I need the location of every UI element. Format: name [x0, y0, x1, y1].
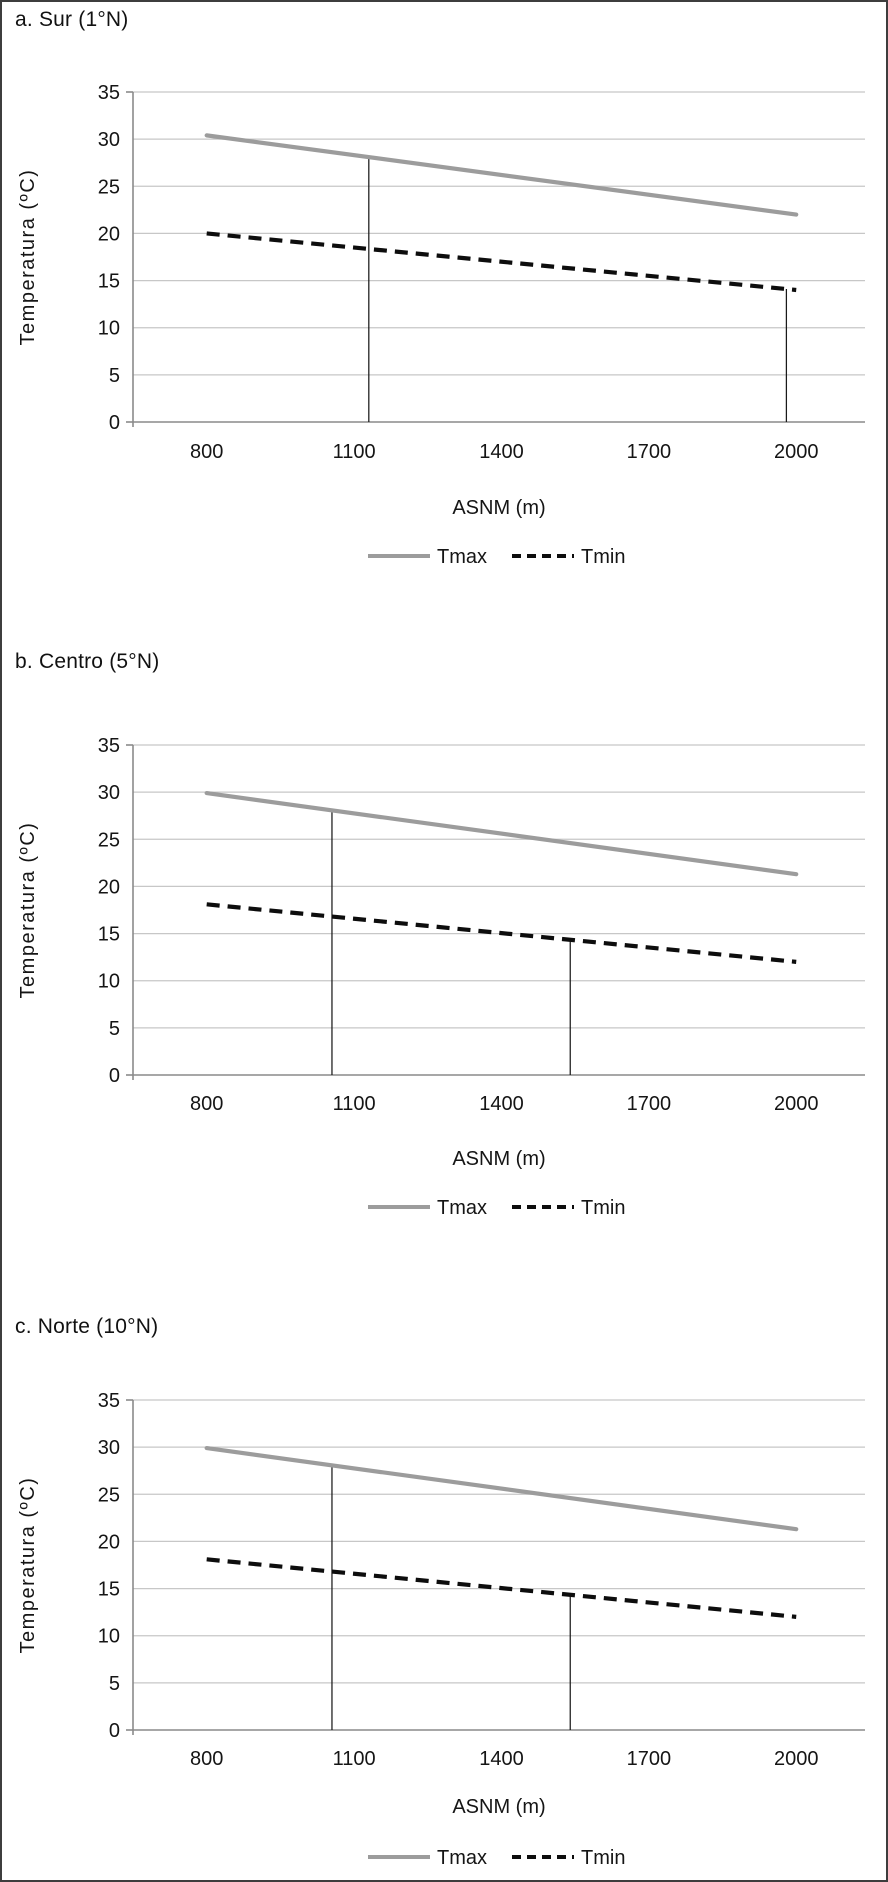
- y-tick-label: 25: [98, 829, 120, 851]
- series-line-tmin: [206, 902, 797, 964]
- panel-title: b. Centro (5°N): [15, 650, 160, 673]
- x-tick-label: 1100: [333, 1748, 376, 1770]
- y-tick-label: 5: [109, 1018, 120, 1040]
- series-line-tmax: [204, 790, 799, 877]
- x-tick-label: 1100: [333, 1093, 376, 1115]
- x-tick-label: 800: [190, 1093, 223, 1115]
- y-tick-label: 30: [98, 1437, 120, 1459]
- y-tick-label: 30: [98, 782, 120, 804]
- series-line-tmin: [206, 1557, 797, 1619]
- chart-norte-svg: 0 5 10 15 20 25 30 35 800 1100 1400 1700 2000 ASNM (m…: [17, 1390, 865, 1869]
- legend-label-tmax: Tmax: [437, 1197, 487, 1219]
- y-tick-label: 10: [98, 1626, 120, 1648]
- panel-centro: b. Centro (5°N) 0 5 10 15 20 25 30 35 800 1100 140…: [0, 605, 888, 1265]
- y-tick-label: 35: [98, 82, 120, 104]
- y-tick-label: 0: [109, 1720, 120, 1742]
- y-axis-title: Temperatura (ºC): [17, 169, 39, 346]
- panel-title: a. Sur (1°N): [15, 8, 129, 31]
- x-tick-label: 1400: [479, 441, 524, 463]
- y-tick-label: 35: [98, 1390, 120, 1412]
- x-tick-label: 1100: [333, 441, 376, 463]
- x-tick-label: 1700: [627, 1748, 672, 1770]
- chart-sur-svg: 0 5 10 15 20 25 30 35 800 1100 1400 1700 2000 ASNM (m…: [17, 82, 865, 568]
- x-tick-label: 2000: [774, 1093, 819, 1115]
- y-axis-title: Temperatura (ºC): [17, 1477, 39, 1654]
- y-tick-label: 15: [98, 271, 120, 293]
- x-tick-label: 2000: [774, 441, 819, 463]
- series-line-tmax: [204, 1445, 799, 1532]
- y-tick-label: 15: [98, 924, 120, 946]
- legend-label-tmin: Tmin: [581, 546, 625, 568]
- series-line-tmax: [204, 133, 799, 217]
- x-axis-title: ASNM (m): [452, 497, 545, 519]
- x-tick-label: 2000: [774, 1748, 819, 1770]
- y-tick-label: 20: [98, 876, 120, 898]
- legend-label-tmax: Tmax: [437, 1847, 487, 1869]
- y-tick-label: 20: [98, 223, 120, 245]
- x-axis-title: ASNM (m): [452, 1796, 545, 1818]
- y-tick-label: 0: [109, 1065, 120, 1087]
- legend-label-tmin: Tmin: [581, 1847, 625, 1869]
- y-tick-label: 25: [98, 1484, 120, 1506]
- x-tick-label: 1400: [479, 1748, 524, 1770]
- y-tick-label: 5: [109, 365, 120, 387]
- x-tick-label: 800: [190, 1748, 223, 1770]
- x-tick-label: 1700: [627, 441, 672, 463]
- x-tick-label: 1400: [479, 1093, 524, 1115]
- y-tick-label: 10: [98, 971, 120, 993]
- series-line-tmin: [206, 231, 797, 293]
- x-tick-label: 800: [190, 441, 223, 463]
- legend-label-tmin: Tmin: [581, 1197, 625, 1219]
- panel-norte: c. Norte (10°N) 0 5 10 15 20 25 30 35 800 1100 140…: [0, 1265, 888, 1882]
- y-tick-label: 5: [109, 1673, 120, 1695]
- x-axis-title: ASNM (m): [452, 1148, 545, 1170]
- y-tick-label: 35: [98, 735, 120, 757]
- x-tick-label: 1700: [627, 1093, 672, 1115]
- y-tick-label: 15: [98, 1579, 120, 1601]
- y-tick-label: 0: [109, 412, 120, 434]
- chart-centro-svg: 0 5 10 15 20 25 30 35 800 1100 1400 1700 2000 ASNM (m…: [17, 735, 865, 1219]
- panel-sur: a. Sur (1°N) 0 5 10 15 20 25 30 35 800 1100 1400 17…: [0, 0, 888, 605]
- legend-label-tmax: Tmax: [437, 546, 487, 568]
- y-tick-label: 30: [98, 129, 120, 151]
- y-axis-title: Temperatura (ºC): [17, 822, 39, 999]
- y-tick-label: 20: [98, 1531, 120, 1553]
- panel-title: c. Norte (10°N): [15, 1315, 159, 1338]
- y-tick-label: 10: [98, 318, 120, 340]
- y-tick-label: 25: [98, 176, 120, 198]
